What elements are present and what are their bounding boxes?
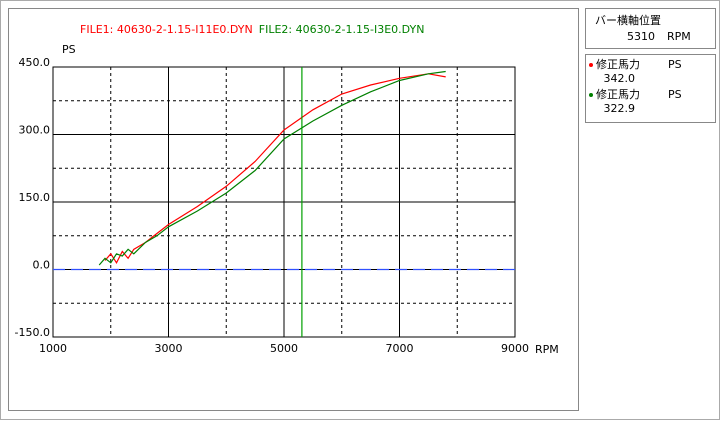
x-axis-label: RPM xyxy=(535,343,559,356)
cursor-value: 5310 xyxy=(627,30,655,43)
y-axis-label: PS xyxy=(62,43,76,56)
legend-dot xyxy=(589,63,593,67)
y-tick-label: -150.0 xyxy=(15,326,50,339)
cursor-title: バー横軸位置 xyxy=(595,13,661,27)
y-tick-label: 300.0 xyxy=(19,124,51,137)
legend-entry: FILE1: 40630-2-1.15-I11E0.DYN xyxy=(80,23,253,36)
x-tick-label: 5000 xyxy=(270,342,298,355)
legend-dot xyxy=(589,93,593,97)
readout-panel xyxy=(585,54,716,123)
readout-unit: PS xyxy=(668,58,682,71)
cursor-unit: RPM xyxy=(667,30,691,43)
x-tick-label: 7000 xyxy=(386,342,414,355)
series-line xyxy=(98,70,446,266)
readout-value: 322.9 xyxy=(604,102,636,115)
plot-frame xyxy=(52,66,516,338)
y-tick-label: 150.0 xyxy=(19,191,51,204)
chart-panel xyxy=(8,8,579,411)
cursor-panel xyxy=(585,8,716,49)
readout-value: 342.0 xyxy=(604,72,636,85)
x-tick-label: 9000 xyxy=(501,342,529,355)
x-tick-label: 1000 xyxy=(39,342,67,355)
y-tick-label: 450.0 xyxy=(19,56,51,69)
x-tick-label: 3000 xyxy=(155,342,183,355)
readout-name: 修正馬力 xyxy=(596,87,640,101)
series-line xyxy=(104,73,446,265)
readout-unit: PS xyxy=(668,88,682,101)
y-tick-label: 0.0 xyxy=(33,259,51,272)
readout-name: 修正馬力 xyxy=(596,57,640,71)
legend-entry: FILE2: 40630-2-1.15-I3E0.DYN xyxy=(259,23,425,36)
